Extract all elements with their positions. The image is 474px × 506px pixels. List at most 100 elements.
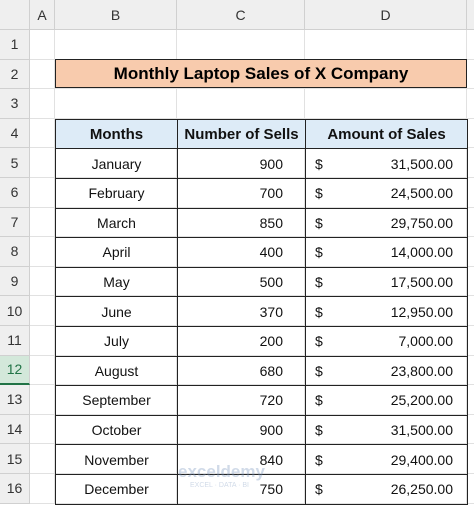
amount-value: 31,500.00 — [390, 155, 453, 172]
row-header: 16 — [0, 474, 30, 504]
grid-cell — [467, 385, 474, 415]
row-header: 3 — [0, 89, 30, 119]
grid-cell — [30, 207, 55, 238]
amount-value: 14,000.00 — [390, 244, 453, 261]
month-cell: July — [55, 326, 178, 357]
column-header: C — [177, 0, 305, 30]
grid-cell — [55, 148, 177, 178]
row-header: 6 — [0, 178, 30, 208]
watermark-tagline: EXCEL · DATA · BI — [190, 482, 249, 489]
amount-cell: $7,000.00 — [305, 326, 468, 357]
grid-cell — [305, 326, 467, 356]
amount-value: 29,750.00 — [390, 214, 453, 231]
grid-cell — [55, 266, 177, 297]
month-cell: June — [55, 296, 178, 327]
row-header: 15 — [0, 444, 30, 474]
column-header: A — [30, 0, 55, 30]
grid-cell — [55, 178, 177, 208]
currency-symbol: $ — [315, 274, 323, 291]
grid-cell — [55, 30, 177, 60]
currency-symbol: $ — [315, 333, 323, 350]
grid-cell — [305, 385, 467, 415]
grid-cell — [30, 296, 55, 326]
currency-symbol: $ — [315, 214, 323, 231]
grid-cell — [30, 326, 55, 356]
grid-cell — [55, 474, 177, 504]
month-cell: April — [55, 237, 178, 268]
amount-value: 26,250.00 — [390, 481, 453, 498]
amount-value: 7,000.00 — [398, 333, 454, 350]
grid-cell — [177, 385, 305, 415]
grid-cell — [177, 207, 305, 238]
grid-cell — [305, 414, 467, 445]
amount-value: 29,400.00 — [390, 451, 453, 468]
currency-symbol: $ — [315, 362, 323, 379]
grid-cell — [177, 237, 305, 267]
grid-cell — [55, 89, 177, 119]
row-header: 1 — [0, 30, 30, 60]
grid-cell — [177, 148, 305, 178]
grid-cell — [467, 356, 474, 386]
grid-cell — [467, 415, 474, 445]
currency-symbol: $ — [315, 451, 323, 468]
currency-symbol: $ — [315, 422, 323, 439]
grid-cell — [55, 444, 177, 474]
column-header: B — [55, 0, 177, 30]
sells-cell: 680 — [177, 355, 306, 387]
grid-cell — [305, 178, 467, 208]
grid-cell — [305, 444, 467, 474]
month-cell: September — [55, 385, 178, 416]
grid-cell — [30, 30, 55, 60]
row-header: 10 — [0, 296, 30, 326]
corner — [0, 0, 30, 30]
grid-cell — [177, 414, 305, 445]
grid-cell — [177, 326, 305, 356]
grid-cell — [467, 119, 474, 149]
sells-cell: 720 — [177, 385, 306, 416]
table-header: Number of Sells — [177, 118, 306, 150]
sells-cell: 500 — [177, 266, 306, 298]
amount-cell: $17,500.00 — [305, 266, 468, 298]
grid-cell — [305, 355, 467, 386]
month-cell: November — [55, 444, 178, 475]
row-header: 2 — [0, 59, 30, 90]
amount-cell: $26,250.00 — [305, 474, 468, 505]
grid-cell — [467, 267, 474, 297]
table-header: Amount of Sales — [305, 118, 468, 150]
currency-symbol: $ — [315, 303, 323, 320]
grid-cell — [467, 148, 474, 178]
sells-cell: 850 — [177, 207, 306, 239]
grid-cell — [30, 355, 55, 386]
month-cell: December — [55, 474, 178, 505]
currency-symbol: $ — [315, 392, 323, 409]
grid-cell — [177, 89, 305, 119]
month-cell: February — [55, 178, 178, 209]
grid-cell — [177, 178, 305, 208]
grid-cell — [177, 30, 305, 60]
grid-cell — [467, 237, 474, 267]
month-cell: May — [55, 266, 178, 298]
sells-cell: 370 — [177, 296, 306, 327]
month-cell: January — [55, 148, 178, 179]
row-header: 13 — [0, 385, 30, 415]
grid-cell — [467, 474, 474, 504]
grid-cell — [467, 444, 474, 474]
amount-value: 24,500.00 — [390, 185, 453, 202]
currency-symbol: $ — [315, 244, 323, 261]
grid-cell — [55, 207, 177, 238]
grid-cell — [177, 266, 305, 297]
grid-cell — [177, 474, 305, 504]
grid-cell — [305, 30, 467, 60]
month-cell: August — [55, 355, 178, 387]
grid-cell — [30, 414, 55, 445]
row-header: 5 — [0, 148, 30, 178]
row-header: 7 — [0, 207, 30, 238]
currency-symbol: $ — [315, 185, 323, 202]
sells-cell: 700 — [177, 178, 306, 209]
row-header: 4 — [0, 118, 30, 149]
amount-cell: $12,950.00 — [305, 296, 468, 327]
column-header: D — [305, 0, 467, 30]
amount-cell: $29,400.00 — [305, 444, 468, 475]
grid-cell — [30, 148, 55, 178]
amount-value: 12,950.00 — [390, 303, 453, 320]
